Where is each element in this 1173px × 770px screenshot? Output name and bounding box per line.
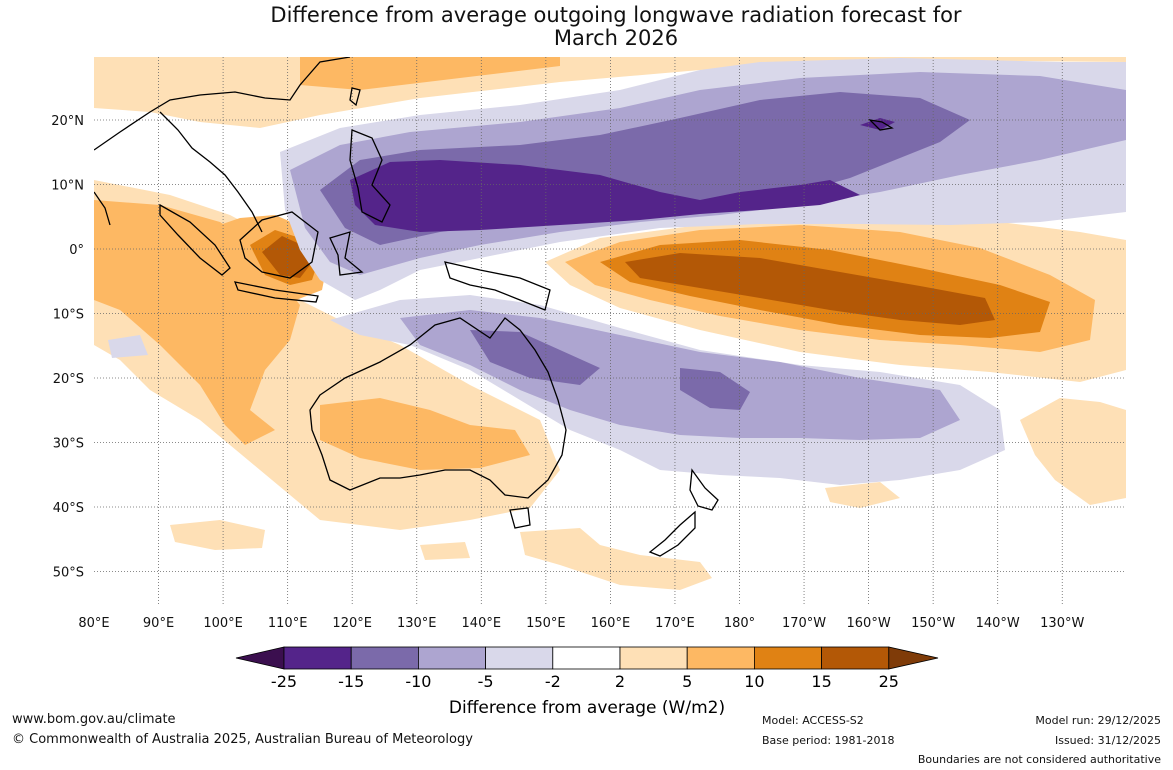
chart-title-line2: March 2026: [553, 26, 679, 50]
footer-copyright: © Commonwealth of Australia 2025, Austra…: [12, 732, 473, 747]
legend-swatch: [552, 646, 621, 670]
lat-label: 10°S: [53, 308, 84, 323]
lon-label: 130°W: [1040, 616, 1084, 631]
anomaly-region-south-strong2: [470, 330, 750, 410]
lat-label: 20°N: [51, 114, 84, 129]
lon-label: 140°W: [976, 616, 1020, 631]
legend-arrow-low: [235, 646, 285, 670]
footer-model: Model: ACCESS-S2: [762, 714, 864, 727]
lon-label: 120°E: [332, 616, 372, 631]
lon-label: 180°: [724, 616, 755, 631]
anomaly-region-borneo-core: [262, 236, 310, 278]
coastline-tasmania: [509, 507, 531, 529]
coastline-sulawesi: [329, 231, 364, 276]
legend-swatch: [619, 646, 688, 670]
coastline-hawaii: [868, 119, 894, 131]
legend-tick-label: 15: [811, 672, 831, 691]
coastline-java: [233, 281, 319, 303]
map-field: [94, 57, 1126, 606]
legend-colorbar: -25 -15 -10 -5 -2 2 5 10 15 25: [235, 646, 939, 691]
coastline-philippines: [349, 129, 391, 223]
footer-website[interactable]: www.bom.gov.au/climate: [12, 712, 176, 727]
legend-tick-label: -10: [405, 672, 431, 691]
chart-title: Difference from average outgoing longwav…: [0, 4, 1173, 50]
anomaly-region-south-light: [170, 482, 900, 590]
footer-base-period: Base period: 1981-2018: [762, 734, 895, 747]
coastline-australia: [309, 317, 567, 499]
latitude-labels: 20°N 10°N 0° 10°S 20°S 30°S 40°S 50°S: [51, 114, 84, 581]
legend-tick-label: -15: [338, 672, 364, 691]
legend-tick-label: 25: [879, 672, 899, 691]
legend-swatch: [283, 646, 352, 670]
legend-swatch: [350, 646, 419, 670]
coastline-new-guinea: [444, 261, 551, 311]
legend-swatch: [686, 646, 755, 670]
footer-model-run: Model run: 29/12/2025: [1035, 714, 1161, 727]
coastlines: [94, 57, 894, 557]
footer-issued: Issued: 31/12/2025: [1054, 734, 1161, 747]
footer-disclaimer: Boundaries are not considered authoritat…: [917, 753, 1161, 766]
anomaly-region-se-light: [1020, 398, 1126, 505]
lon-label: 110°E: [268, 616, 308, 631]
anomaly-region-pacific-core: [625, 253, 995, 325]
lat-label: 0°: [69, 243, 84, 258]
lat-label: 50°S: [53, 566, 84, 581]
coastline-taiwan: [349, 87, 361, 107]
lon-label: 170°W: [782, 616, 826, 631]
legend-tick-label: -5: [478, 672, 494, 691]
anomaly-region-central-core: [350, 118, 895, 232]
lon-label: 80°E: [78, 616, 109, 631]
lon-label: 90°E: [143, 616, 174, 631]
legend-swatch: [754, 646, 823, 670]
lat-label: 30°S: [53, 437, 84, 452]
anomaly-region-north-mid: [300, 57, 560, 90]
legend-tick-label: -2: [545, 672, 561, 691]
lat-label: 10°N: [51, 179, 84, 194]
lon-label: 150°W: [911, 616, 955, 631]
legend-swatch: [821, 646, 890, 670]
chart-title-line1: Difference from average outgoing longwav…: [270, 3, 962, 27]
lon-label: 150°E: [526, 616, 566, 631]
lon-label: 100°E: [203, 616, 243, 631]
lat-label: 40°S: [53, 501, 84, 516]
lon-label: 160°W: [847, 616, 891, 631]
lon-label: 170°E: [655, 616, 695, 631]
lon-label: 140°E: [462, 616, 502, 631]
legend-tick-label: 5: [682, 672, 692, 691]
legend-swatch: [485, 646, 554, 670]
longitude-labels: 80°E 90°E 100°E 110°E 120°E 130°E 140°E 150°E 16…: [78, 616, 1084, 631]
coastline-borneo: [239, 211, 319, 279]
lon-label: 160°E: [591, 616, 631, 631]
anomaly-region-aus-mid: [320, 398, 530, 470]
gridlines: [94, 57, 1126, 606]
coastline-sumatra: [159, 203, 231, 276]
legend-swatch: [417, 646, 486, 670]
legend-tick-label: -25: [271, 672, 297, 691]
coastline-mainland-asia: [94, 57, 351, 233]
legend-arrow-high: [888, 646, 939, 670]
coastline-new-zealand: [648, 468, 719, 557]
lat-label: 20°S: [53, 372, 84, 387]
legend-tick-label: 2: [615, 672, 625, 691]
legend-axis-label: Difference from average (W/m2): [449, 698, 725, 718]
lon-label: 130°E: [397, 616, 437, 631]
legend-tick-label: 10: [744, 672, 764, 691]
